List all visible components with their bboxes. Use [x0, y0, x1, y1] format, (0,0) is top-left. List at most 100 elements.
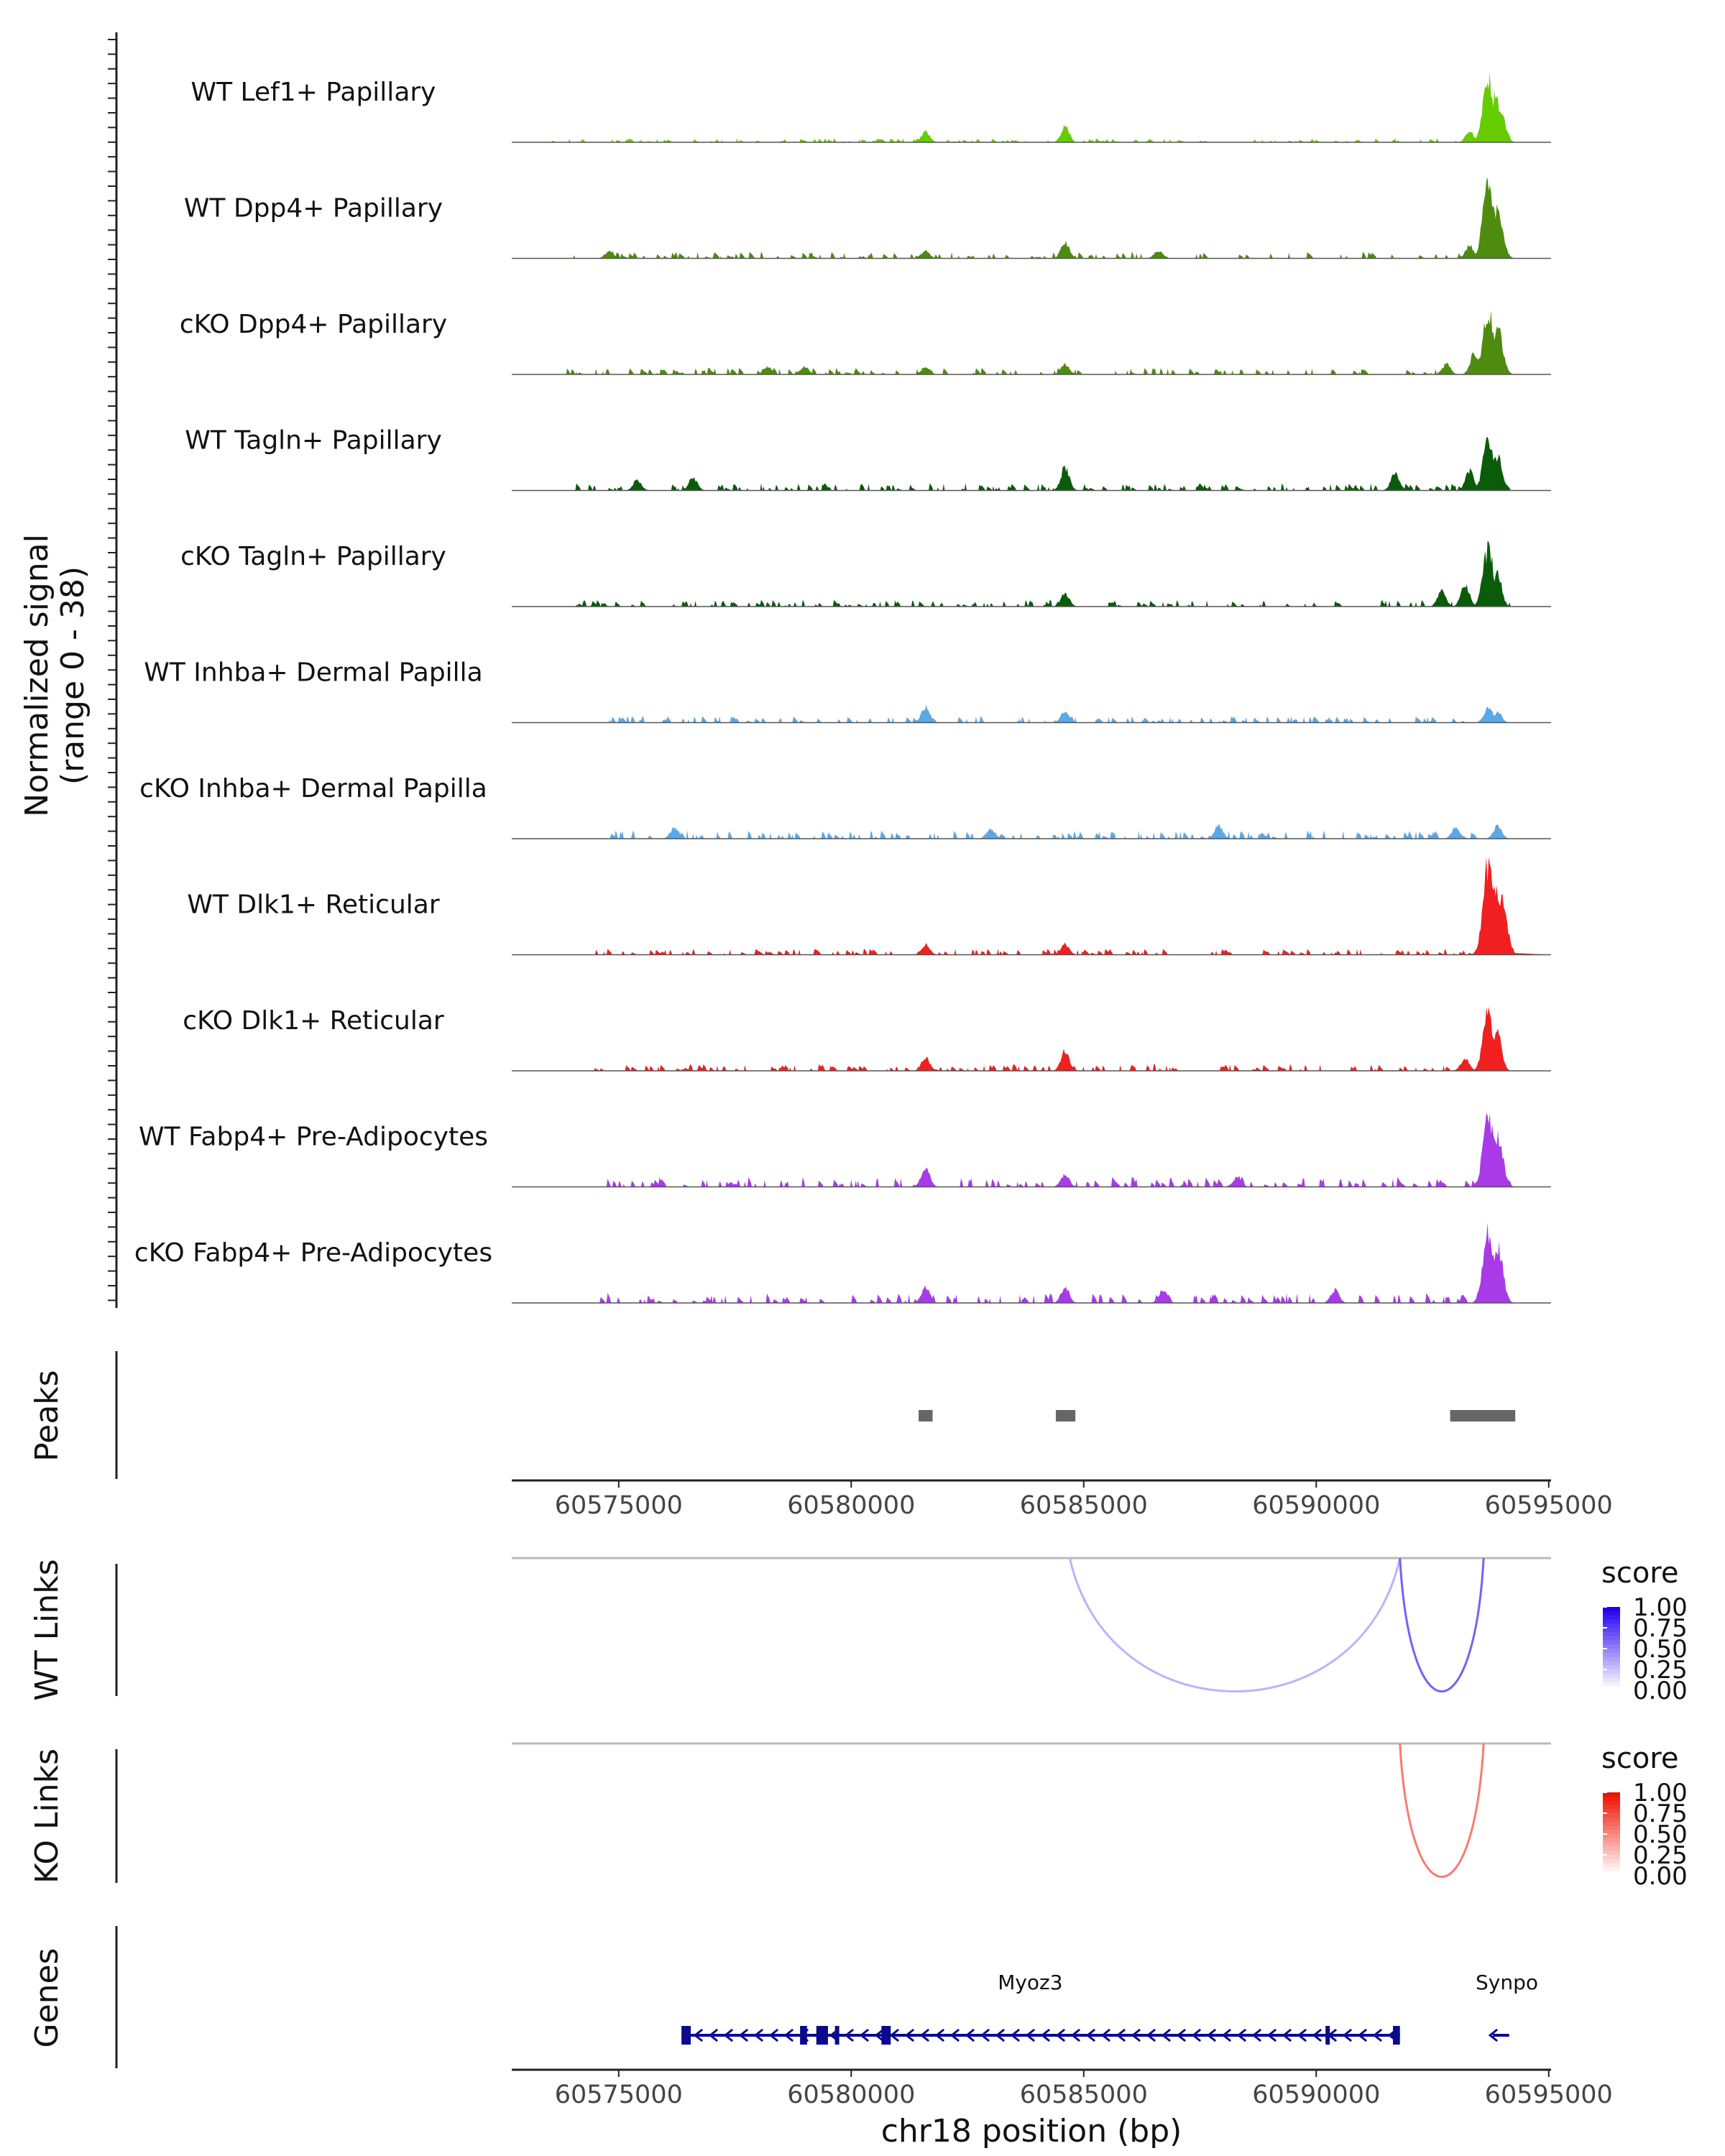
coverage-signal	[512, 310, 1551, 374]
strand-arrow	[1146, 2028, 1156, 2042]
strand-arrow	[829, 2028, 840, 2042]
coverage-signal	[512, 857, 1551, 955]
strand-arrow	[844, 2028, 855, 2042]
strand-arrow	[1342, 2028, 1353, 2042]
strand-arrow	[889, 2028, 900, 2042]
x-tick-label: 60590000	[1252, 2081, 1380, 2109]
coverage-track: WT Dpp4+ Papillary	[184, 177, 1551, 259]
track-label: WT Lef1+ Papillary	[191, 78, 436, 107]
strand-arrow	[1025, 2028, 1036, 2042]
legend-gradient-step	[1603, 1611, 1620, 1616]
y-axis-label-line2: (range 0 - 38)	[55, 566, 91, 785]
legend-gradient-step	[1603, 1686, 1620, 1691]
coverage-track: cKO Inhba+ Dermal Papilla	[139, 774, 1551, 839]
strand-arrow	[1312, 2028, 1322, 2042]
legend-gradient-step	[1603, 1628, 1620, 1633]
legend-gradient-step	[1603, 1838, 1620, 1843]
x-tick-label: 60595000	[1485, 1491, 1613, 1520]
link-arc	[1068, 1557, 1402, 1693]
strand-arrow	[1055, 2028, 1066, 2042]
gene-exon	[834, 2026, 840, 2045]
strand-arrow	[1116, 2028, 1126, 2042]
coverage-signal	[512, 1112, 1551, 1187]
peak-interval	[1450, 1410, 1516, 1422]
gene-exon	[681, 2026, 691, 2045]
track-label: cKO Dlk1+ Reticular	[183, 1006, 444, 1036]
track-label: WT Dlk1+ Reticular	[187, 890, 439, 920]
track-label: WT Tagln+ Papillary	[185, 426, 442, 456]
legend-tick-label: 0.75	[1633, 1614, 1688, 1643]
coverage-signal	[512, 437, 1551, 491]
x-axis-lower: 60575000 60580000 60585000 60590000 60595000…	[512, 2068, 1613, 2150]
links-track: WT Links score 1.000.750.500.250.00	[29, 1557, 1688, 1705]
gene-exon	[881, 2026, 891, 2045]
x-tick-label: 60575000	[555, 1491, 683, 1520]
gene-exon	[816, 2026, 828, 2045]
peak-interval	[1055, 1410, 1076, 1422]
genes-track: Genes Myoz3 Synpo	[29, 1926, 1538, 2068]
coverage-signal	[512, 1007, 1551, 1071]
strand-arrow	[1100, 2028, 1111, 2042]
coverage-track: WT Fabp4+ Pre-Adipocytes	[139, 1112, 1551, 1188]
legend-gradient-step	[1603, 1649, 1620, 1654]
strand-arrow	[799, 2028, 809, 2042]
strand-arrow	[708, 2028, 719, 2042]
legend-gradient-step	[1603, 1805, 1620, 1810]
gene-name-label: Myoz3	[998, 1971, 1062, 1994]
strand-arrow	[1488, 2028, 1499, 2042]
legend-gradient-step	[1603, 1669, 1620, 1674]
strand-arrow	[814, 2028, 824, 2042]
legend-tick-label: 1.00	[1633, 1593, 1688, 1622]
link-arc	[1399, 1557, 1485, 1692]
coverage-track: cKO Dlk1+ Reticular	[183, 1006, 1551, 1072]
legend-gradient-step	[1603, 1657, 1620, 1662]
track-label: cKO Tagln+ Papillary	[180, 542, 446, 571]
legend-gradient-step	[1603, 1834, 1620, 1839]
track-label: WT Fabp4+ Pre-Adipocytes	[139, 1123, 488, 1152]
legend-gradient-step	[1603, 1867, 1620, 1873]
legend-gradient-step	[1603, 1673, 1620, 1679]
links-track-label: KO Links	[29, 1749, 65, 1884]
strand-arrow	[1070, 2028, 1081, 2042]
legend-gradient-step	[1603, 1863, 1620, 1869]
coverage-signal	[512, 704, 1551, 723]
gene-exon	[800, 2026, 807, 2045]
legend-gradient-step	[1603, 1665, 1620, 1670]
coverage-track: cKO Tagln+ Papillary	[180, 540, 1551, 607]
legend-gradient-step	[1603, 1619, 1620, 1625]
legend-gradient-step	[1603, 1809, 1620, 1814]
score-legend: score 1.000.750.500.250.00	[1601, 1557, 1688, 1705]
peaks-track-label: Peaks	[29, 1370, 65, 1461]
strand-arrow	[738, 2028, 749, 2042]
strand-arrow	[1327, 2028, 1338, 2042]
coverage-signal	[512, 824, 1551, 839]
strand-arrow	[1221, 2028, 1232, 2042]
legend-tick-label: 0.75	[1633, 1800, 1688, 1828]
coverage-signal	[512, 1222, 1551, 1303]
legend-tick-label: 0.50	[1633, 1820, 1688, 1849]
x-tick-label: 60585000	[1020, 1491, 1148, 1520]
track-label: cKO Fabp4+ Pre-Adipocytes	[134, 1238, 492, 1268]
strand-arrow	[1282, 2028, 1292, 2042]
strand-arrow	[980, 2028, 990, 2042]
strand-arrow	[995, 2028, 1006, 2042]
links-track-label: WT Links	[29, 1559, 65, 1700]
strand-arrow	[1251, 2028, 1262, 2042]
legend-gradient-step	[1603, 1842, 1620, 1848]
strand-arrow	[1176, 2028, 1187, 2042]
legend-gradient-step	[1603, 1855, 1620, 1860]
x-tick-label: 60590000	[1252, 1491, 1380, 1520]
x-axis-title: chr18 position (bp)	[881, 2113, 1182, 2150]
legend-tick-label: 1.00	[1633, 1779, 1688, 1807]
gene-exon	[1393, 2026, 1400, 2045]
strand-arrow	[1085, 2028, 1096, 2042]
strand-arrow	[783, 2028, 794, 2042]
strand-arrow	[1357, 2028, 1368, 2042]
x-tick-label: 60575000	[555, 2081, 683, 2109]
legend-gradient-step	[1603, 1631, 1620, 1637]
y-axis-label: Normalized signal (range 0 - 38)	[19, 534, 91, 817]
strand-arrow	[1191, 2028, 1202, 2042]
legend-gradient-step	[1603, 1858, 1620, 1864]
legend-tick-label: 0.00	[1633, 1677, 1688, 1705]
strand-arrow	[1161, 2028, 1172, 2042]
